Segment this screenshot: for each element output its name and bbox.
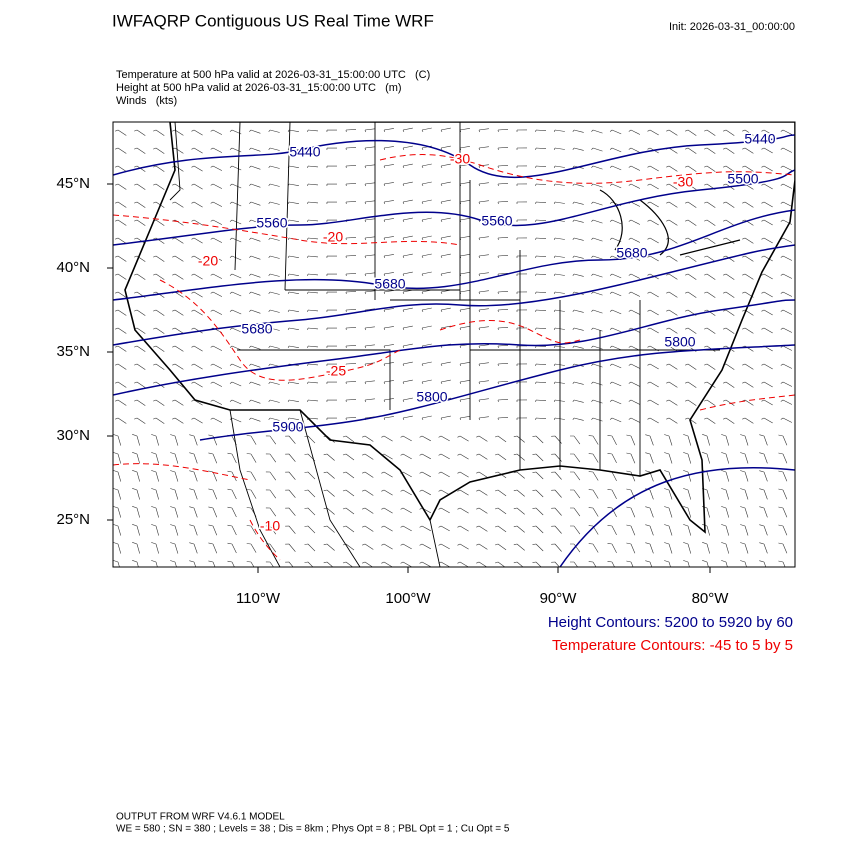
- height-label: 5900: [272, 419, 303, 435]
- lon-label: 90°W: [540, 590, 578, 607]
- height-label: 5560: [256, 215, 287, 231]
- height-label: 5440: [744, 131, 775, 147]
- lat-label: 25°N: [56, 511, 90, 528]
- lat-label: 30°N: [56, 427, 90, 444]
- init-time: Init: 2026-03-31_00:00:00: [669, 21, 795, 33]
- lon-label: 110°W: [236, 590, 281, 607]
- lon-label: 100°W: [385, 590, 431, 607]
- field-line: Height at 500 hPa valid at 2026-03-31_15…: [116, 82, 402, 94]
- height-contours: [113, 134, 795, 567]
- height-label: 5680: [616, 245, 647, 261]
- height-label: 5680: [241, 321, 272, 337]
- temperature-label: -20: [323, 229, 343, 245]
- lat-label: 45°N: [56, 175, 90, 192]
- height-label: 5680: [374, 276, 405, 292]
- height-label: 5440: [289, 144, 320, 160]
- height-label: 5560: [481, 213, 512, 229]
- temperature-label: -30: [673, 174, 693, 190]
- state-borders: [169, 122, 720, 567]
- height-label: 5800: [416, 389, 447, 405]
- temperature-label: -25: [326, 363, 346, 379]
- lat-label: 35°N: [56, 343, 90, 360]
- legend-height: Height Contours: 5200 to 5920 by 60: [548, 614, 793, 631]
- footer-line: WE = 580 ; SN = 380 ; Levels = 38 ; Dis …: [116, 824, 510, 835]
- legend-temperature: Temperature Contours: -45 to 5 by 5: [552, 637, 793, 654]
- footer-line: OUTPUT FROM WRF V4.6.1 MODEL: [116, 812, 285, 823]
- lat-label: 40°N: [56, 259, 90, 276]
- map-frame: [112, 121, 796, 568]
- temperature-contours: [113, 154, 795, 561]
- height-label: 5800: [664, 334, 695, 350]
- temperature-label: -10: [260, 518, 280, 534]
- temperature-label: -20: [198, 253, 218, 269]
- lon-label: 80°W: [692, 590, 730, 607]
- field-line: Temperature at 500 hPa valid at 2026-03-…: [116, 69, 430, 81]
- title: IWFAQRP Contiguous US Real Time WRF: [112, 11, 434, 30]
- temperature-label: -30: [450, 151, 470, 167]
- field-line: Winds (kts): [116, 95, 177, 107]
- map-area: 5440 5440 5500 5560 5560 5680 5680 5680 5800 5800…: [113, 122, 795, 567]
- height-label: 5500: [727, 171, 758, 187]
